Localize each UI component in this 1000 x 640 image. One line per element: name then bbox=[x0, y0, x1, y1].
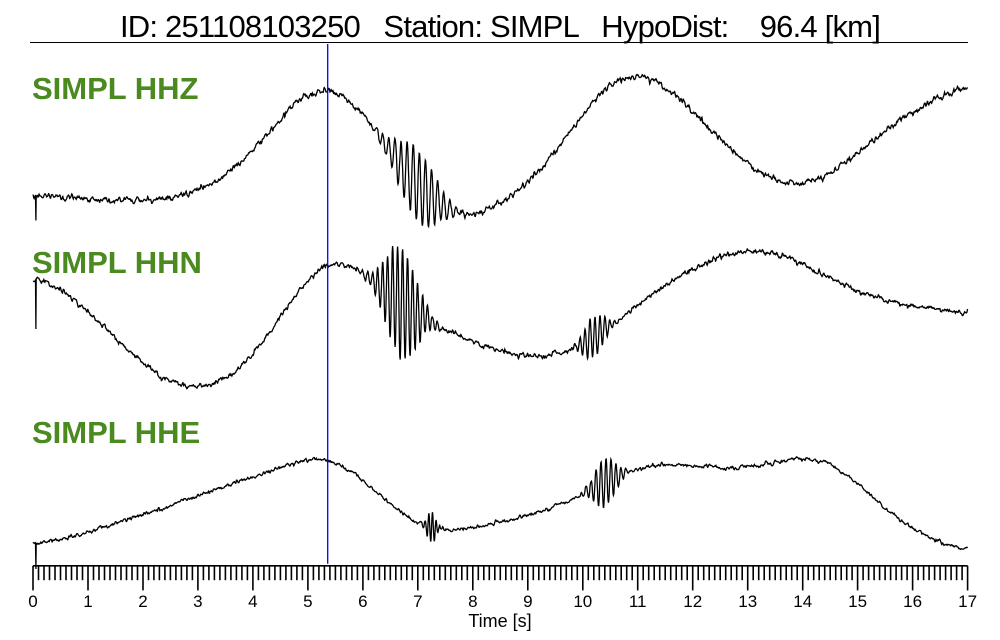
svg-text:14: 14 bbox=[793, 592, 812, 611]
svg-text:17: 17 bbox=[958, 592, 977, 611]
svg-text:9: 9 bbox=[523, 592, 532, 611]
svg-text:8: 8 bbox=[468, 592, 477, 611]
svg-text:12: 12 bbox=[683, 592, 702, 611]
svg-text:5: 5 bbox=[303, 592, 312, 611]
svg-text:3: 3 bbox=[193, 592, 202, 611]
svg-text:6: 6 bbox=[358, 592, 367, 611]
svg-text:10: 10 bbox=[573, 592, 592, 611]
svg-text:16: 16 bbox=[903, 592, 922, 611]
svg-text:2: 2 bbox=[138, 592, 147, 611]
svg-text:4: 4 bbox=[248, 592, 257, 611]
svg-text:Time [s]: Time [s] bbox=[468, 611, 531, 631]
svg-text:0: 0 bbox=[28, 592, 37, 611]
svg-text:1: 1 bbox=[83, 592, 92, 611]
svg-text:11: 11 bbox=[629, 592, 647, 611]
svg-text:7: 7 bbox=[413, 592, 422, 611]
svg-text:13: 13 bbox=[738, 592, 757, 611]
svg-text:15: 15 bbox=[848, 592, 867, 611]
